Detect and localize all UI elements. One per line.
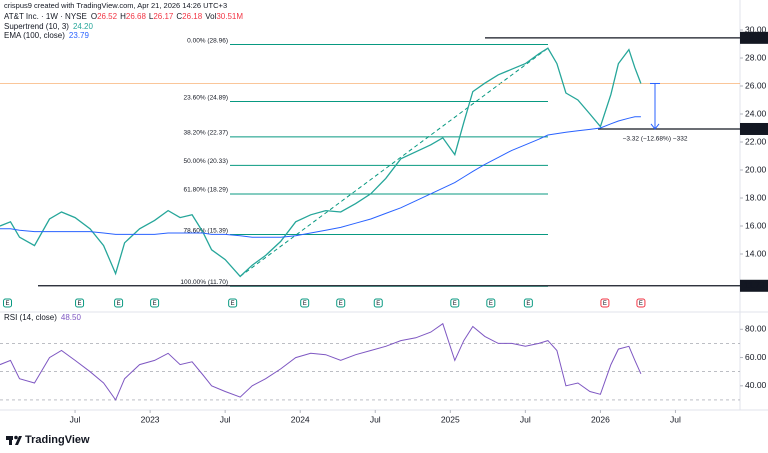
indicator-legend: Supertrend (10, 3) 24.20 [4, 22, 94, 31]
price-label-box [740, 31, 768, 44]
x-tick-label: Jul [220, 414, 231, 424]
earnings-label: E [339, 301, 343, 307]
y-tick-label: 14.00 [745, 248, 767, 258]
earnings-marker [373, 298, 383, 308]
ohlc-label: C [176, 12, 182, 21]
earnings-marker [486, 298, 496, 308]
rsi-line [0, 322, 642, 401]
earnings-marker [3, 298, 13, 308]
x-tick-label: Jul [70, 414, 81, 424]
symbol-legend: AT&T Inc. · 1W · NYSE O26.52 H26.68 L26.17 C… [4, 12, 243, 21]
fib-label: 38.20% (22.37) [184, 130, 228, 137]
ohlc-value: 26.52 [97, 12, 118, 21]
fib-label: 50.00% (20.33) [184, 158, 228, 165]
earnings-label: E [603, 301, 607, 307]
fib-trend-line [239, 47, 549, 277]
indicator-value: 23.79 [69, 31, 90, 40]
measure-arrowhead [650, 123, 660, 130]
ohlc-label: O [91, 12, 97, 21]
y-tick-label: 20.00 [745, 164, 767, 174]
y-tick-label: 80.00 [745, 324, 767, 334]
x-tick-label: 2026 [591, 414, 610, 424]
earnings-label: E [639, 301, 643, 307]
y-tick-label: 18.00 [745, 192, 767, 202]
volume-value: 30.51M [216, 12, 243, 21]
y-tick-label: 22.00 [745, 136, 767, 146]
earnings-marker [600, 298, 610, 308]
logo-shape [15, 436, 22, 445]
earnings-label: E [453, 301, 457, 307]
x-tick-label: 2025 [441, 414, 460, 424]
earnings-marker [336, 298, 346, 308]
earnings-label: E [231, 301, 235, 307]
indicator-value: 24.20 [73, 22, 94, 31]
rsi-value: 48.50 [61, 313, 82, 322]
rsi-title: RSI (14, close) [4, 313, 57, 322]
attribution: crispus9 created with TradingView.com, A… [4, 1, 227, 10]
fib-label: 100.00% (11.70) [180, 279, 228, 286]
price-line-series [0, 47, 642, 278]
earnings-marker [150, 298, 160, 308]
earnings-label: E [5, 301, 9, 307]
price-label: 22.93 [744, 123, 766, 133]
rsi-legend: RSI (14, close) 48.50 [4, 313, 81, 322]
earnings-marker [114, 298, 124, 308]
indicator-name: EMA (100, close) [4, 31, 65, 40]
symbol: AT&T Inc. · 1W · NYSE [4, 12, 87, 21]
x-tick-label: Jul [370, 414, 381, 424]
fib-label: 23.60% (24.89) [184, 94, 228, 101]
earnings-marker [450, 298, 460, 308]
x-tick-label: 2023 [141, 414, 160, 424]
logo-shape [9, 436, 12, 445]
ohlc-label: L [149, 12, 154, 21]
ohlc-value: 26.18 [182, 12, 203, 21]
measure-label: −3.32 (−12.68%) −332 [623, 136, 688, 143]
y-tick-label: 26.00 [745, 80, 767, 90]
logo [6, 435, 22, 445]
earnings-label: E [489, 301, 493, 307]
earnings-label: E [117, 301, 121, 307]
fib-label: 0.00% (28.96) [187, 37, 228, 44]
earnings-label: E [78, 301, 82, 307]
y-tick-label: 16.00 [745, 220, 767, 230]
earnings-marker [228, 298, 238, 308]
x-tick-label: 2024 [291, 414, 310, 424]
x-tick-label: Jul [520, 414, 531, 424]
price-label: 11.73 [744, 280, 765, 290]
indicator-name: Supertrend (10, 3) [4, 22, 69, 31]
price-label-box [740, 279, 768, 292]
price-label: 29.44 [744, 32, 766, 42]
earnings-marker [636, 298, 646, 308]
volume-label: Vol [205, 12, 216, 21]
fib-label: 61.80% (18.29) [184, 187, 228, 194]
earnings-label: E [376, 301, 380, 307]
earnings-label: E [153, 301, 157, 307]
price-label-box [740, 122, 768, 135]
y-tick-label: 30.00 [745, 24, 767, 34]
earnings-label: E [526, 301, 530, 307]
x-tick-label: Jul [670, 414, 681, 424]
ohlc-value: 26.68 [126, 12, 147, 21]
y-tick-label: 24.00 [745, 108, 767, 118]
brand: TradingView [25, 434, 90, 446]
earnings-label: E [303, 301, 307, 307]
ema-line [0, 116, 641, 238]
earnings-marker [75, 298, 85, 308]
ohlc-value: 26.17 [153, 12, 174, 21]
earnings-marker [523, 298, 533, 308]
ohlc-label: H [120, 12, 126, 21]
fib-label: 78.60% (15.39) [184, 227, 228, 234]
earnings-marker [300, 298, 310, 308]
logo-shape [14, 435, 18, 440]
y-tick-label: 40.00 [745, 380, 767, 390]
y-tick-label: 60.00 [745, 352, 767, 362]
y-tick-label: 28.00 [745, 52, 767, 62]
indicator-legend: EMA (100, close) 23.79 [4, 31, 89, 40]
